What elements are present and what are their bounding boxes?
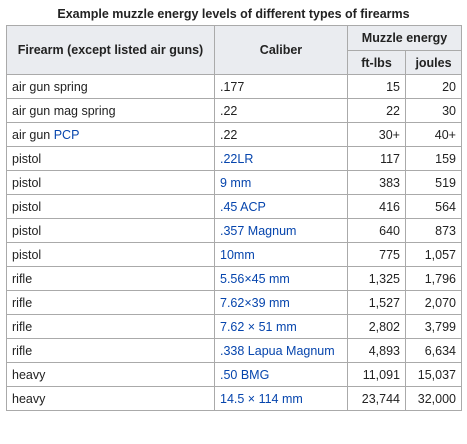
joules-cell: 15,037 [405,362,462,387]
joules-cell: 519 [405,170,462,195]
joules-cell: 564 [405,194,462,219]
header-joules: joules [405,50,462,75]
firearm-cell: rifle [6,338,215,363]
header-caliber: Caliber [214,25,348,75]
firearm-text: pistol [12,151,42,166]
firearm-text: rifle [12,295,33,310]
firearm-link[interactable]: PCP [53,127,80,142]
firearm-cell: heavy [6,386,215,411]
header-ftlbs: ft-lbs [347,50,406,75]
firearm-cell: pistol [6,170,215,195]
ftlbs-cell: 640 [347,218,406,243]
joules-cell: 30 [405,98,462,123]
table-row: rifle 7.62×39 mm 1,527 2,070 [6,290,462,315]
firearm-cell: pistol [6,218,215,243]
ftlbs-cell: 11,091 [347,362,406,387]
firearm-text: pistol [12,175,42,190]
firearm-text: air gun mag spring [12,103,116,118]
caliber-link[interactable]: 10mm [214,242,348,267]
firearm-text: heavy [12,367,46,382]
caliber-cell: .177 [214,74,348,99]
caliber-link[interactable]: 5.56×45 mm [214,266,348,291]
firearm-cell: heavy [6,362,215,387]
firearm-text: pistol [12,199,42,214]
caliber-link[interactable]: 9 mm [214,170,348,195]
firearm-cell: air gun mag spring [6,98,215,123]
header-muzzle-energy: Muzzle energy [347,25,462,51]
ftlbs-cell: 416 [347,194,406,219]
joules-cell: 6,634 [405,338,462,363]
joules-cell: 20 [405,74,462,99]
firearm-text: pistol [12,223,42,238]
table-row: air gun mag spring .22 22 30 [6,98,462,123]
header-firearm: Firearm (except listed air guns) [6,25,215,75]
firearm-cell: air gun PCP [6,122,215,147]
ftlbs-cell: 1,325 [347,266,406,291]
firearm-cell: pistol [6,194,215,219]
firearm-text: rifle [12,319,33,334]
ftlbs-cell: 23,744 [347,386,406,411]
header-row: Firearm (except listed air guns) Caliber… [6,25,462,75]
table-row: rifle 5.56×45 mm 1,325 1,796 [6,266,462,291]
joules-cell: 32,000 [405,386,462,411]
joules-cell: 40+ [405,122,462,147]
firearm-text: air gun spring [12,79,88,94]
muzzle-energy-table: Firearm (except listed air guns) Caliber… [6,25,462,411]
table-row: pistol .45 ACP 416 564 [6,194,462,219]
firearm-text: heavy [12,391,46,406]
caliber-cell: .22 [214,122,348,147]
table-row: air gun spring .177 15 20 [6,74,462,99]
table-row: air gun PCP .22 30+ 40+ [6,122,462,147]
ftlbs-cell: 22 [347,98,406,123]
ftlbs-cell: 1,527 [347,290,406,315]
firearm-text: rifle [12,343,33,358]
table-row: pistol 9 mm 383 519 [6,170,462,195]
joules-cell: 1,057 [405,242,462,267]
table-row: pistol .357 Magnum 640 873 [6,218,462,243]
ftlbs-cell: 117 [347,146,406,171]
caliber-link[interactable]: .45 ACP [214,194,348,219]
table-row: rifle 7.62 × 51 mm 2,802 3,799 [6,314,462,339]
caliber-link[interactable]: 7.62×39 mm [214,290,348,315]
ftlbs-cell: 30+ [347,122,406,147]
joules-cell: 1,796 [405,266,462,291]
firearm-cell: air gun spring [6,74,215,99]
firearm-text: rifle [12,271,33,286]
firearm-cell: pistol [6,242,215,267]
joules-cell: 3,799 [405,314,462,339]
firearm-cell: rifle [6,314,215,339]
table-caption: Example muzzle energy levels of differen… [57,7,410,21]
firearm-cell: pistol [6,146,215,171]
table-row: heavy .50 BMG 11,091 15,037 [6,362,462,387]
table-row: pistol .22LR 117 159 [6,146,462,171]
firearm-text: pistol [12,247,42,262]
ftlbs-cell: 4,893 [347,338,406,363]
ftlbs-cell: 15 [347,74,406,99]
caliber-link[interactable]: .50 BMG [214,362,348,387]
ftlbs-cell: 383 [347,170,406,195]
table-body: air gun spring .177 15 20 air gun mag spring… [6,74,462,411]
table-row: rifle .338 Lapua Magnum 4,893 6,634 [6,338,462,363]
firearm-text: air gun [12,127,54,142]
caliber-link[interactable]: 14.5 × 114 mm [214,386,348,411]
joules-cell: 873 [405,218,462,243]
joules-cell: 2,070 [405,290,462,315]
caliber-link[interactable]: .22LR [214,146,348,171]
table-row: heavy 14.5 × 114 mm 23,744 32,000 [6,386,462,411]
table-row: pistol 10mm 775 1,057 [6,242,462,267]
subheader-row: ft-lbs joules [7,50,462,75]
caliber-link[interactable]: .357 Magnum [214,218,348,243]
ftlbs-cell: 775 [347,242,406,267]
firearm-cell: rifle [6,290,215,315]
ftlbs-cell: 2,802 [347,314,406,339]
caliber-link[interactable]: .338 Lapua Magnum [214,338,348,363]
caliber-link[interactable]: 7.62 × 51 mm [214,314,348,339]
caliber-cell: .22 [214,98,348,123]
joules-cell: 159 [405,146,462,171]
firearm-cell: rifle [6,266,215,291]
